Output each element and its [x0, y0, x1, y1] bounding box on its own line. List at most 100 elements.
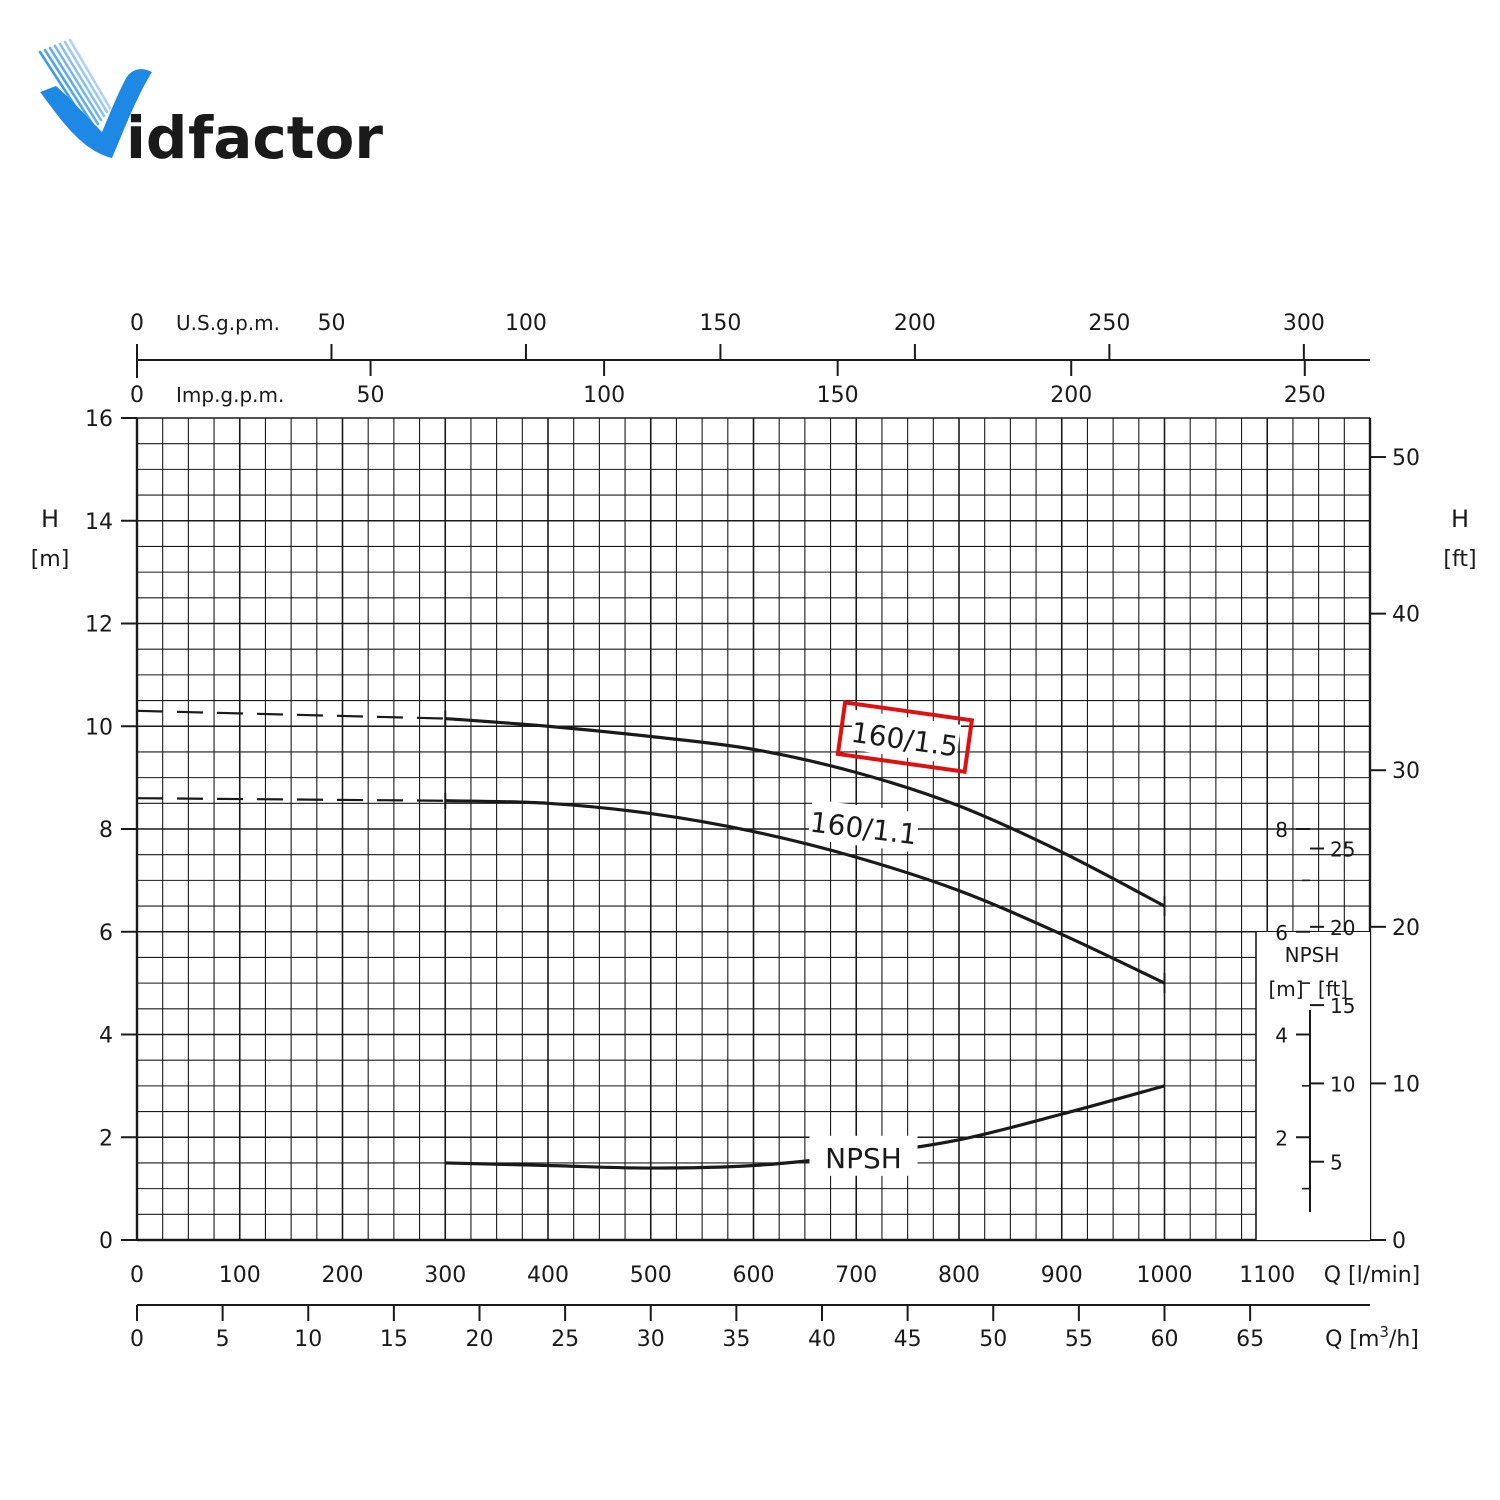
x-axis-m3h-tick-label: 0 [130, 1327, 144, 1352]
npsh-box-unit-m: [m] [1268, 977, 1303, 1001]
x-axis-m3h-label-suffix: /h] [1389, 1327, 1419, 1352]
top-axis-usgpm-tick-label: 300 [1283, 311, 1325, 336]
npsh-tick-ft-label: 5 [1330, 1151, 1343, 1175]
left-axis-tick-label: 16 [85, 407, 113, 432]
x-axis-m3h-tick-label: 30 [637, 1327, 665, 1352]
top-axis-impgpm-tick-label: 100 [583, 383, 625, 408]
series-160-1-5-point [1061, 851, 1063, 853]
series-160-1-5-label-group: 160/1.5 [835, 700, 975, 775]
series-160-1-5-point [444, 717, 446, 720]
chart-labels: 160/1.5 160/1.1 NPSH [807, 700, 975, 1176]
npsh-tick-ft-label: 15 [1330, 994, 1355, 1018]
npsh-tick-m-label: 6 [1275, 921, 1288, 945]
x-axis-lmin-tick-label: 400 [527, 1263, 569, 1288]
top-axis-usgpm-tick-label: 0 [130, 311, 144, 336]
left-axis-tick-label: 4 [99, 1024, 113, 1049]
x-axis-m3h-tick-label: 15 [380, 1327, 408, 1352]
left-axis-tick-label: 10 [85, 715, 113, 740]
left-axis-tick-label: 8 [99, 818, 113, 843]
x-axis-m3h-tick-label: 45 [894, 1327, 922, 1352]
series-160-1-1-line [445, 799, 1166, 985]
npsh-tick-m-label: 2 [1275, 1126, 1288, 1150]
left-axis-label-h: H [41, 505, 59, 533]
series-npsh-point [547, 1164, 549, 1167]
x-axis-lmin-tick-label: 600 [733, 1263, 775, 1288]
logo-v-mark [38, 38, 152, 158]
logo-feather-stroke [48, 46, 100, 126]
x-axis-m3h-label-sup: 3 [1379, 1323, 1389, 1341]
x-axis-lmin-tick-label: 100 [219, 1263, 261, 1288]
series-160-1-1-label-background [807, 799, 920, 853]
top-axis-impgpm-tick-label: 50 [357, 383, 385, 408]
x-axis-lmin-tick-label: 900 [1041, 1263, 1083, 1288]
series-npsh-label-background [809, 1135, 918, 1176]
series-160-1-5-highlight-box [835, 700, 975, 775]
x-axis-m3h-tick-label: 60 [1151, 1327, 1179, 1352]
logo-feather-stroke [43, 48, 97, 130]
series-npsh-label-group: NPSH [809, 1135, 918, 1176]
series-160-1-5-line [445, 716, 1166, 908]
series-160-1-1-point [855, 856, 857, 858]
series-160-1-5-dashed-extension [136, 709, 446, 720]
series-160-1-1-dashed-extension [136, 797, 446, 802]
chart-series [136, 709, 1166, 1170]
left-axis-tick-label: 12 [85, 613, 113, 638]
npsh-box-unit-ft: [ft] [1318, 977, 1348, 1001]
series-160-1-5-point [855, 771, 857, 774]
left-axis-label-unit: [m] [31, 547, 70, 572]
series-npsh-point [1061, 1113, 1063, 1115]
series-npsh-point [1163, 1085, 1166, 1087]
vidfactor-logo: id factor [38, 38, 383, 172]
series-160-1-1-point [1061, 933, 1063, 935]
npsh-box-background [1256, 932, 1370, 1240]
series-160-1-1-point [547, 802, 549, 804]
logo-feather-stroke [53, 44, 103, 122]
x-axis-m3h-tick-label: 65 [1236, 1327, 1264, 1352]
right-axis-tick-label: 50 [1392, 446, 1420, 471]
top-axis-usgpm-tick-label: 150 [699, 311, 741, 336]
npsh-box-title: NPSH [1285, 943, 1340, 967]
x-axis-m3h-tick-label: 35 [722, 1327, 750, 1352]
right-axis-tick-label: 10 [1392, 1072, 1420, 1097]
top-axis-impgpm-tick-label: 150 [817, 383, 859, 408]
top-axis-impgpm-tick-label: 250 [1284, 383, 1326, 408]
left-axis-tick-label: 2 [99, 1126, 113, 1151]
series-160-1-5-point [650, 735, 652, 738]
series-npsh-point [444, 1162, 446, 1164]
x-axis-lmin-tick-label: 1000 [1137, 1263, 1193, 1288]
top-axis-impgpm-tick-label: 0 [130, 383, 144, 408]
x-axis-m3h-label-prefix: Q [m [1325, 1327, 1379, 1352]
right-axis-tick-label: 20 [1392, 916, 1420, 941]
series-npsh-point [752, 1164, 755, 1167]
x-axis-lmin-tick-label: 500 [630, 1263, 672, 1288]
top-axis-impgpm-tick-label: 200 [1050, 383, 1092, 408]
logo-text-factor: factor [188, 104, 383, 172]
x-axis-m3h-tick-label: 20 [466, 1327, 494, 1352]
x-axis-lmin-tick-label: 800 [938, 1263, 980, 1288]
series-160-1-1-point [958, 890, 960, 892]
chart-grid [136, 417, 1371, 1241]
npsh-tick-ft-label: 25 [1330, 838, 1355, 862]
top-axis-impgpm-label: Imp.g.p.m. [176, 383, 284, 407]
top-axis-usgpm-tick-label: 50 [317, 311, 345, 336]
logo-text-id: id [126, 104, 187, 172]
x-axis-m3h-tick-label: 10 [294, 1327, 322, 1352]
x-axis-lmin-tick-label: 700 [835, 1263, 877, 1288]
x-axis-m3h-tick-label: 5 [216, 1327, 230, 1352]
series-160-1-1-point [752, 830, 755, 833]
x-axis-lmin-tick-label: 200 [322, 1263, 364, 1288]
top-axis-usgpm-tick-label: 200 [894, 311, 936, 336]
series-160-1-1-point [444, 800, 446, 802]
left-axis-tick-label: 6 [99, 921, 113, 946]
right-axis-tick-label: 0 [1392, 1229, 1406, 1254]
x-axis-lmin-tick-label: 300 [424, 1263, 466, 1288]
series-160-1-5-label-background [848, 709, 962, 765]
series-npsh-point [958, 1139, 960, 1141]
x-axis-lmin-tick-label: 0 [130, 1263, 144, 1288]
series-160-1-5-point [958, 805, 960, 807]
x-axis-m3h-tick-label: 25 [551, 1327, 579, 1352]
series-npsh-line [445, 1084, 1165, 1170]
x-axis-lmin-label: Q [l/min] [1324, 1263, 1421, 1288]
